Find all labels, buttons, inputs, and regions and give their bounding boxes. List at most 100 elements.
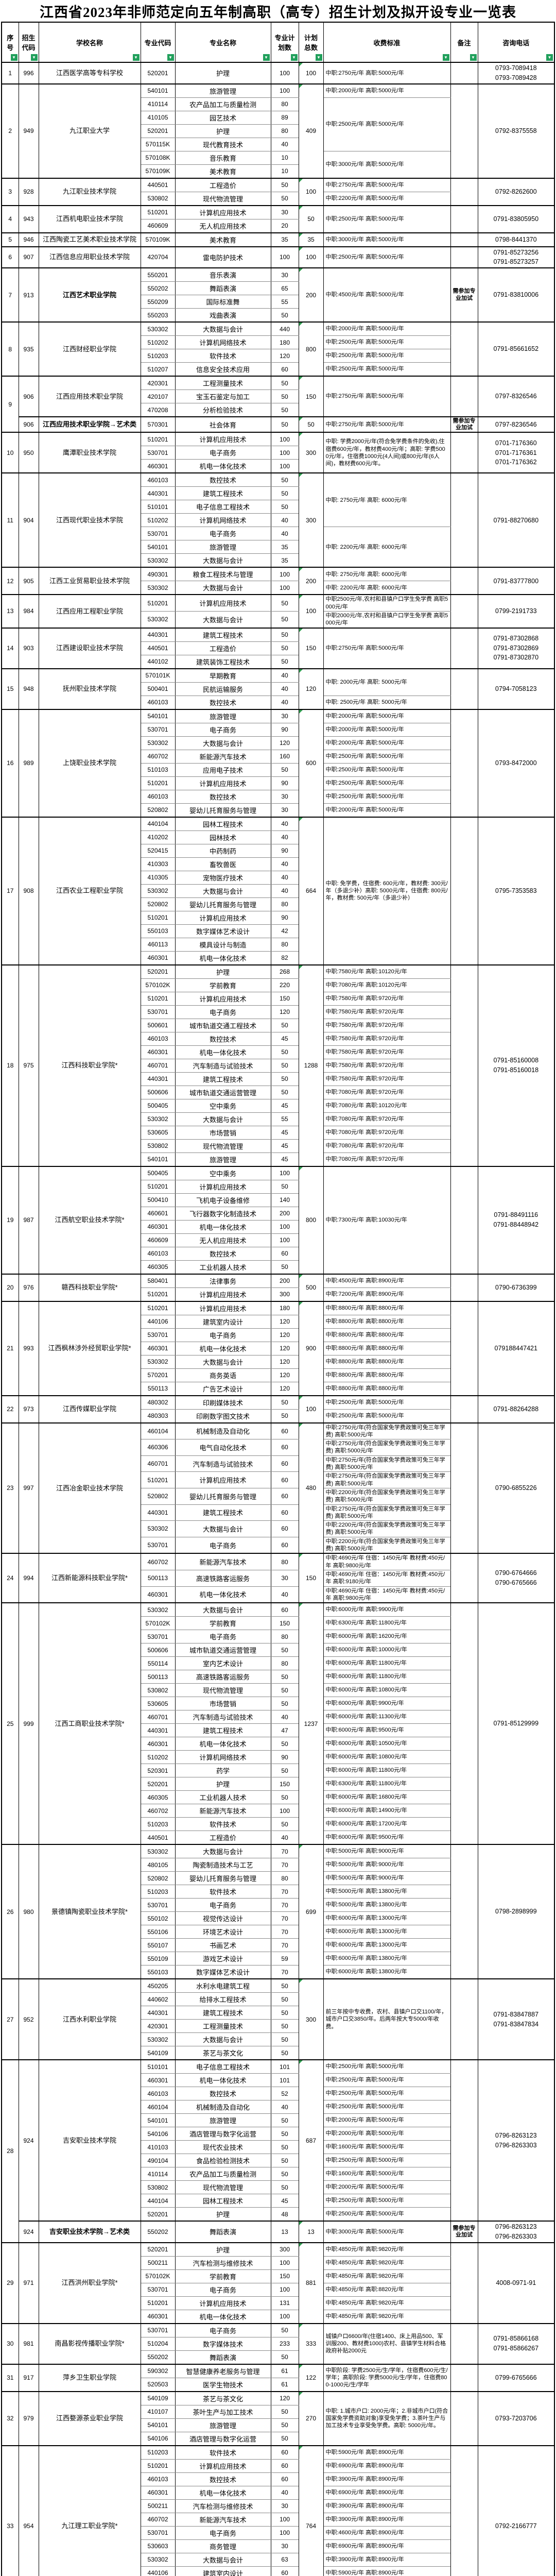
major-name-cell: 大数据与会计	[175, 321, 271, 336]
phone-number: 0791-88264288	[493, 1405, 539, 1413]
filter-icon[interactable]: ▼	[30, 54, 38, 61]
major-code-cell: 440501	[140, 1831, 176, 1845]
fee-cell: 中职:2000元/年 高职:5000元/年	[323, 2180, 451, 2195]
phone-cell: 0791-88270680	[477, 472, 555, 568]
plan-cell: 20	[270, 218, 299, 233]
filter-icon[interactable]: ▼	[263, 54, 270, 61]
remark-cell: 需参加专业加试	[450, 267, 478, 323]
table-row: 510103 应用电子技术 50 中职:2500元/年 高职:5000元/年	[2, 762, 554, 777]
plan-cell: 50	[270, 416, 299, 433]
fee-cell: 中职:6000元/年 高职:9900元/年	[323, 1697, 451, 1711]
plan-cell: 50	[270, 1085, 299, 1099]
major-name-cell: 电子商务	[175, 1536, 271, 1554]
column-header-1: 招生 代码 ▼	[18, 22, 39, 63]
table-row: 570201 商务英语 120 中职:8800元/年 高职:8800元/年	[2, 1368, 554, 1382]
plan-cell: 60	[270, 1471, 299, 1488]
filter-icon[interactable]: ▼	[470, 54, 477, 61]
school-code-cell: 994	[18, 1553, 39, 1603]
plan-cell: 100	[270, 2309, 299, 2324]
plan-cell: 150	[270, 991, 299, 1006]
major-name-cell: 建筑工程技术	[175, 627, 271, 642]
enrollment-table: 序 号 ▼ 招生 代码 ▼ 学校名称 ▼ 专业代码 ▼ 专业名称 ▼ 专业计 划数 ▼ 计划 总数 ▼ 收费…	[1, 22, 555, 2576]
major-code-cell: 420107	[140, 389, 176, 403]
phone-number: 0792-8375558	[495, 127, 537, 134]
seq-cell: 20	[1, 1273, 19, 1302]
fee-cell: 中职:2000元/年 高职:5000元/年	[323, 722, 451, 737]
major-name-cell: 大数据与会计	[175, 2032, 271, 2047]
major-code-cell: 530701	[140, 527, 176, 541]
plan-cell: 100	[270, 2526, 299, 2540]
plan-cell: 45	[270, 1098, 299, 1113]
phone-number: 0794-7058123	[495, 685, 537, 692]
major-code-cell: 500405	[140, 1098, 176, 1113]
fee-cell: 中职:4690元/年 住宿：1450元/年 教材费:450元/年 高职:9800…	[323, 1586, 451, 1603]
major-name-cell: 新能源汽车技术	[175, 749, 271, 764]
seq-cell: 23	[1, 1422, 19, 1554]
remark-cell	[450, 205, 478, 233]
major-code-cell: 510201	[140, 432, 176, 447]
filter-icon[interactable]: ▼	[442, 54, 449, 61]
seq-cell: 25	[1, 1602, 19, 1845]
major-name-cell: 数控技术	[175, 1031, 271, 1046]
table-row: 530701 电子商务 40 中职: 2200元/年 高职: 6000元/年	[2, 527, 554, 568]
phone-number: 0791-85129999	[493, 1720, 539, 1727]
fee-cell: 中职:6300元/年 高职:11800元/年	[323, 1616, 451, 1631]
remark-cell: 需参加专业加试	[450, 2221, 478, 2243]
major-code-cell: 550202	[140, 281, 176, 295]
school-code-cell: 987	[18, 1165, 39, 1275]
major-code-cell: 510203	[140, 349, 176, 363]
major-code-cell: 530302	[140, 1844, 176, 1859]
major-code-cell: 570102K	[140, 2269, 176, 2283]
fee-cell: 中职:3000元/年 高职:5000元/年	[323, 150, 451, 178]
table-row: 500405 空中乘务 45 中职:7080元/年 高职:10120元/年	[2, 1098, 554, 1113]
table-row: 540101 旅游管理 45 中职:7080元/年 高职:9720元/年	[2, 1152, 554, 1167]
major-name-cell: 机电一体化技术	[175, 1737, 271, 1751]
filter-icon[interactable]: ▼	[132, 54, 140, 61]
plan-cell: 61	[270, 2377, 299, 2392]
total-cell: 50	[298, 205, 324, 233]
plan-cell: 82	[270, 951, 299, 965]
major-code-cell: 570108K	[140, 150, 176, 165]
remark-cell	[450, 708, 478, 818]
major-code-cell: 510202	[140, 335, 176, 349]
major-name-cell: 大数据与会计	[175, 1844, 271, 1859]
table-row: 530802 现代物流管理 50 中职:6000元/年 高职:10800元/年	[2, 1683, 554, 1698]
filter-icon[interactable]: ▼	[167, 54, 174, 61]
major-code-cell: 460301	[140, 2309, 176, 2324]
major-name-cell: 旅游管理	[175, 708, 271, 723]
remark-cell	[450, 83, 478, 178]
seq-cell: 17	[1, 816, 19, 965]
column-header-8: 备注 ▼	[450, 22, 478, 63]
table-row: 530701 电子商务 100	[2, 446, 554, 460]
major-name-cell: 社会体育	[175, 416, 271, 433]
major-name-cell: 广告艺术设计	[175, 1381, 271, 1396]
school-code-cell: 993	[18, 1300, 39, 1396]
remark-cell	[450, 321, 478, 377]
major-name-cell: 建筑工程技术	[175, 2006, 271, 2020]
major-code-cell: 500211	[140, 2256, 176, 2270]
major-code-cell: 410105	[140, 110, 176, 125]
fee-cell: 中职:2750元/年 高职:5000元/年	[323, 177, 451, 192]
filter-icon[interactable]: ▼	[546, 54, 553, 61]
major-name-cell: 大数据与会计	[175, 1520, 271, 1537]
major-code-cell: 530701	[140, 1536, 176, 1554]
phone-cell: 0795-7353583	[477, 816, 555, 965]
seq-cell: 29	[1, 2242, 19, 2324]
major-name-cell: 计算机应用技术	[175, 2459, 271, 2473]
major-name-cell: 畜牧兽医	[175, 857, 271, 871]
plan-cell: 48	[270, 2207, 299, 2222]
remark-cell	[450, 1273, 478, 1302]
table-row: 440301 建筑工程技术 47 中职:6000元/年 高职:9500元/年	[2, 1723, 554, 1738]
plan-cell: 50	[270, 177, 299, 192]
fee-cell: 中职:5900元/年 高职:8900元/年	[323, 2445, 451, 2460]
phone-cell: 0792-8262600	[477, 177, 555, 206]
filter-icon[interactable]: ▼	[10, 54, 18, 61]
table-body: 1 996 江西医学高等专科学校 520201 护理 100 100 中职:2750元/年 高…	[1, 62, 555, 2576]
major-name-cell: 机电一体化技术	[175, 1586, 271, 1603]
phone-number: 0796-8263123	[495, 2223, 537, 2231]
filter-icon[interactable]: ▼	[315, 54, 322, 61]
column-header-6: 计划 总数 ▼	[298, 22, 324, 63]
major-code-cell: 530701	[140, 1005, 176, 1019]
filter-icon[interactable]: ▼	[290, 54, 298, 61]
major-name-cell: 机电一体化技术	[175, 2073, 271, 2088]
